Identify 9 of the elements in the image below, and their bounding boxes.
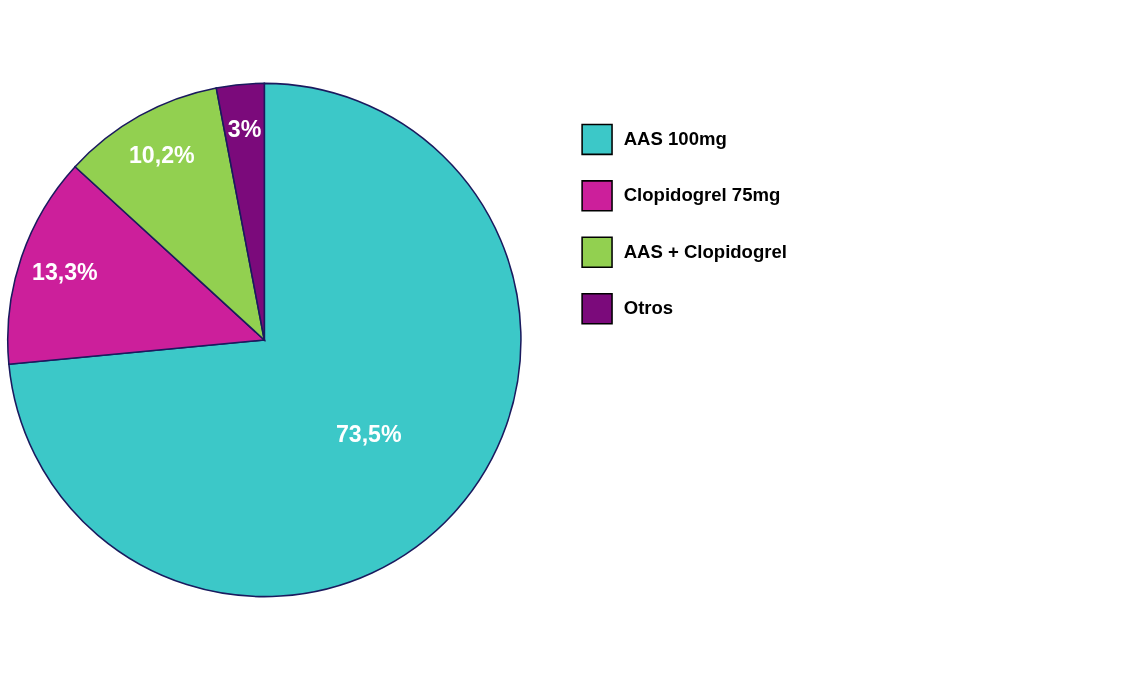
data-label: 10,2% <box>128 142 195 169</box>
data-label: 3% <box>227 116 262 143</box>
legend-label: Clopidogrel 75mg <box>623 184 781 206</box>
legend-label: AAS 100mg <box>623 127 727 149</box>
data-label: 13,3% <box>31 259 98 286</box>
legend-label: AAS + Clopidogrel <box>623 240 787 262</box>
pie-slice <box>8 82 522 597</box>
data-label: 73,5% <box>335 420 402 447</box>
legend-label: Otros <box>623 297 674 319</box>
